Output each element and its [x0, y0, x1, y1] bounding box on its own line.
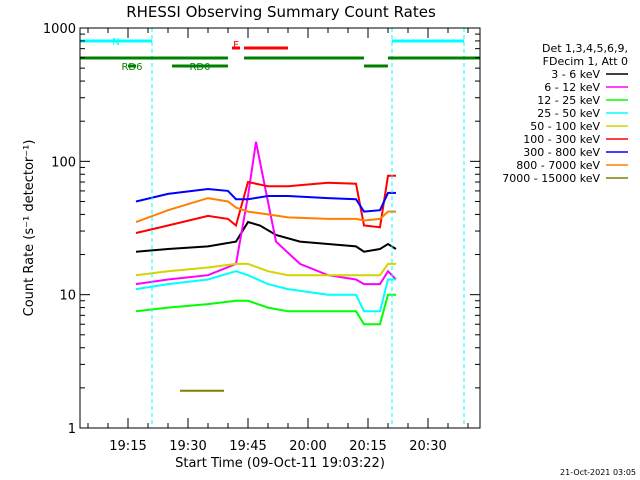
legend-label: 100 - 300 keV: [523, 133, 600, 146]
series-line: [135, 262, 396, 277]
y-tick-label: 10: [59, 289, 76, 304]
legend-label: 300 - 800 keV: [523, 146, 600, 159]
chart-title: RHESSI Observing Summary Count Rates: [126, 3, 436, 21]
legend-label: 50 - 100 keV: [530, 120, 600, 133]
x-tick-label: 20:00: [289, 439, 326, 454]
legend-label: 25 - 50 keV: [537, 107, 600, 120]
series-line: [135, 174, 396, 234]
x-tick-label: 19:45: [229, 439, 266, 454]
series-line: [135, 293, 396, 326]
legend-label: 800 - 7000 keV: [516, 159, 600, 172]
x-tick-label: 19:30: [169, 439, 206, 454]
series-line: [135, 270, 396, 313]
x-axis: 19:15 19:30 19:45 20:00 20:15 20:30: [87, 28, 469, 454]
y-tick-label: 1000: [43, 22, 76, 37]
legend-header-line-2: FDecim 1, Att 0: [543, 55, 628, 68]
legend-header-line-1: Det 1,3,4,5,6,9,: [542, 42, 628, 55]
y-tick-label: 1: [68, 422, 76, 437]
series-line: [135, 187, 396, 213]
series-line: [135, 141, 397, 286]
footer-timestamp: 21-Oct-2021 03:05: [560, 468, 636, 477]
flag-marker-layer: N F RD0 RD6: [79, 28, 480, 428]
y-axis-label: Count Rate (s⁻¹ detector⁻¹): [22, 140, 37, 317]
x-tick-label: 19:15: [109, 439, 146, 454]
legend: Det 1,3,4,5,6,9, FDecim 1, Att 0 3 - 6 k…: [502, 42, 628, 185]
series-layer: [135, 141, 397, 392]
x-axis-label: Start Time (09-Oct-11 19:03:22): [175, 456, 385, 471]
plot-frame: [79, 27, 481, 429]
rd-bar-label: RD6: [121, 62, 142, 73]
series-line: [135, 220, 397, 253]
legend-label: 7000 - 15000 keV: [502, 172, 600, 185]
flare-bar-label: F: [233, 40, 239, 51]
x-tick-label: 20:30: [409, 439, 446, 454]
x-tick-label: 20:15: [349, 439, 386, 454]
legend-label: 12 - 25 keV: [537, 94, 600, 107]
series-line: [135, 197, 396, 224]
legend-label: 6 - 12 keV: [544, 81, 600, 94]
y-axis: 1 10 100 1000: [43, 22, 480, 437]
rd-bar-label: RD0: [189, 62, 210, 73]
night-bar-label: N: [112, 37, 119, 48]
legend-label: 3 - 6 keV: [551, 68, 600, 81]
y-tick-label: 100: [51, 155, 76, 170]
